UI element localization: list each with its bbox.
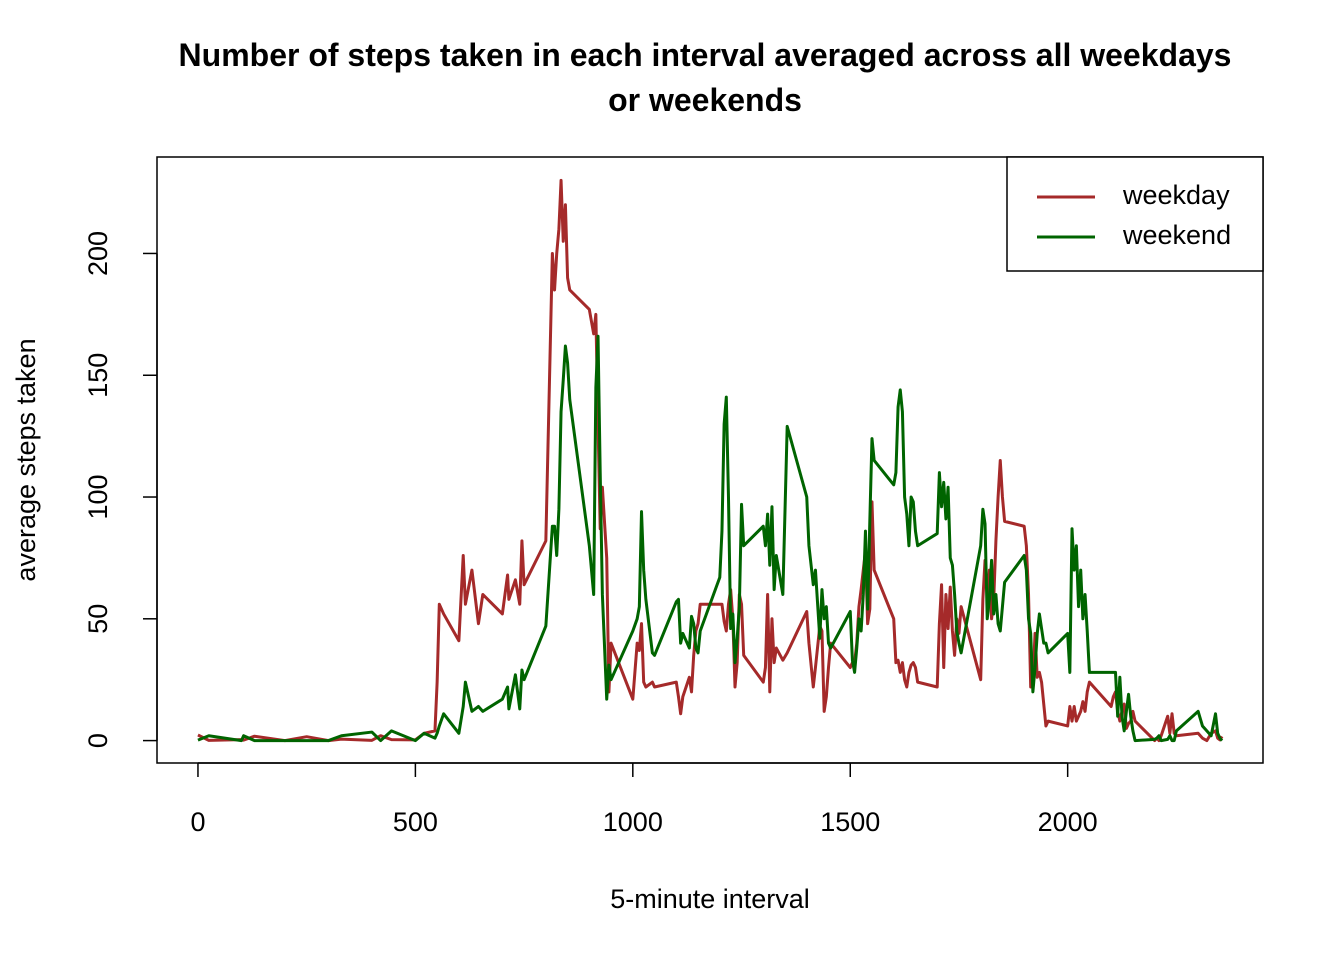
- legend-label: weekday: [1122, 180, 1230, 210]
- x-tick-label: 1000: [603, 807, 663, 837]
- x-tick-label: 0: [190, 807, 205, 837]
- y-tick-label: 100: [83, 474, 113, 519]
- y-tick-label: 0: [83, 733, 113, 748]
- x-axis-title: 5-minute interval: [610, 884, 810, 914]
- y-tick-label: 50: [83, 604, 113, 634]
- legend-label: weekend: [1122, 220, 1231, 250]
- y-tick-label: 200: [83, 231, 113, 276]
- chart-title: Number of steps taken in each interval a…: [179, 37, 1232, 118]
- y-axis-title: average steps taken: [11, 338, 41, 581]
- y-tick-label: 150: [83, 353, 113, 398]
- series-line: [197, 178, 1224, 743]
- x-tick-label: 500: [393, 807, 438, 837]
- series-line: [197, 334, 1224, 743]
- x-tick-label: 2000: [1038, 807, 1098, 837]
- legend-box: [1006, 156, 1264, 272]
- x-tick-label: 1500: [820, 807, 880, 837]
